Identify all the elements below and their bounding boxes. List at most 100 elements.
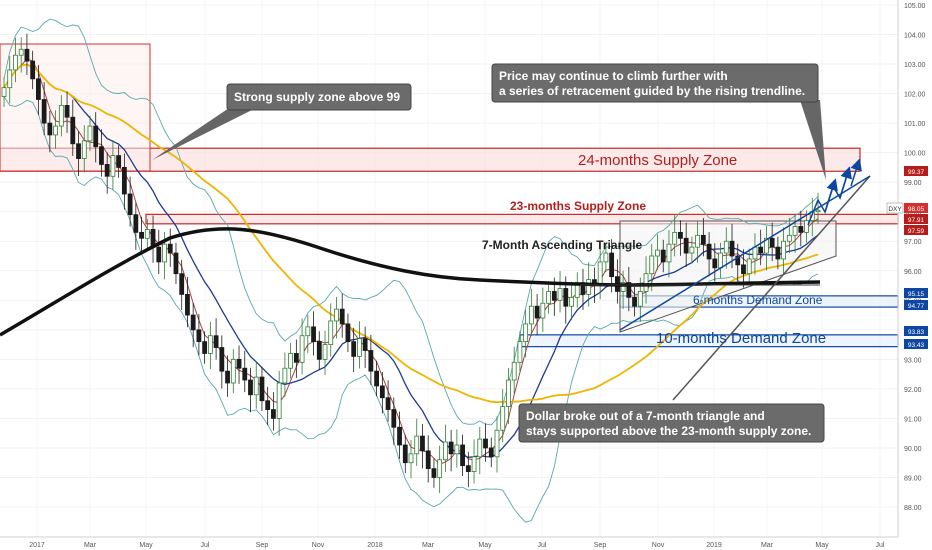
price-badge-label: 93.43: [908, 342, 925, 349]
candle-body: [190, 314, 196, 331]
candle-body: [30, 60, 36, 80]
callout-supply: Strong supply zone above 99: [152, 83, 412, 160]
y-tick-label: 102.00: [904, 92, 926, 99]
price-badge: [904, 214, 928, 224]
candle-body: [718, 252, 723, 269]
band-upper: [3, 18, 819, 426]
candle-body: [116, 155, 122, 168]
price-badge: [904, 203, 928, 213]
x-tick-label: Nov: [652, 542, 665, 549]
candle-body: [368, 350, 374, 372]
zone-label-6m: 6-months Demand Zone: [693, 293, 823, 307]
candle-body: [477, 438, 483, 458]
candle-body: [758, 246, 764, 254]
candle-body: [202, 341, 208, 354]
candle-body: [741, 264, 746, 275]
x-tick-label: Jul: [876, 542, 885, 549]
candle-body: [798, 226, 804, 233]
price-badge: [904, 288, 928, 298]
candle-body: [689, 246, 695, 254]
candle-body: [420, 435, 425, 452]
candle-body: [551, 291, 557, 301]
candle-body: [706, 243, 712, 260]
x-axis-ticks: 2017 Mar May Jul Sep Nov 2018 Mar May Jul Sep Nov 20…: [29, 542, 885, 549]
price-badge: [904, 225, 928, 235]
x-tick-label: May: [815, 542, 829, 549]
candle-body: [379, 385, 385, 399]
price-badge: [904, 326, 928, 336]
candle-body: [230, 358, 236, 384]
price-badge-label: 97.91: [908, 217, 925, 224]
candle-body: [402, 444, 408, 464]
candle-body: [7, 69, 13, 89]
forecast-arrow-2: [839, 166, 852, 199]
candle-body: [58, 105, 64, 127]
candle-body: [47, 122, 53, 136]
candle-body: [792, 226, 798, 236]
candle-body: [185, 293, 190, 316]
candle-body: [1, 87, 7, 97]
zone-label-10m: 10-months Demand Zone: [656, 330, 826, 347]
x-tick-label: 2017: [29, 542, 45, 549]
candle-body: [18, 48, 24, 56]
candle-body: [465, 465, 471, 472]
candle-body: [620, 282, 626, 292]
candle-body: [786, 234, 792, 242]
candle-body: [408, 453, 414, 464]
candle-body: [586, 279, 592, 295]
candle-body: [534, 305, 540, 319]
price-badges: 99.37 DXY 98.05 97.91 97.59 95.15 94.77 93.83 93…: [886, 166, 928, 349]
candle-body: [248, 379, 253, 396]
candle-body: [144, 229, 150, 239]
x-tick-label: May: [139, 542, 153, 549]
candle-body: [815, 209, 821, 213]
candle-body: [35, 78, 41, 100]
candle-body: [540, 302, 546, 319]
candle-body: [804, 220, 809, 233]
x-tick-label: Mar: [422, 542, 435, 549]
x-tick-label: Mar: [84, 542, 97, 549]
candle-body: [311, 326, 316, 343]
candle-body: [276, 382, 282, 419]
triangle-label: 7-Month Ascending Triangle: [482, 238, 643, 252]
x-tick-label: Nov: [312, 542, 325, 549]
y-tick-label: 93.00: [904, 357, 922, 364]
candle-body: [76, 143, 81, 159]
candle-body: [557, 288, 563, 301]
candle-body: [632, 296, 637, 307]
candle-body: [483, 438, 488, 449]
candle-body: [127, 193, 133, 216]
candle-body: [173, 252, 179, 275]
candle-body: [271, 409, 276, 419]
price-badge-label: 99.37: [908, 169, 925, 176]
candle-body: [64, 105, 70, 118]
candle-body: [293, 353, 299, 363]
candle-body: [488, 447, 494, 458]
candle-body: [374, 370, 380, 387]
candle-body: [735, 255, 741, 266]
candle-body: [121, 167, 127, 195]
candle-body: [672, 231, 678, 245]
price-badge-label: DXY: [888, 206, 902, 213]
candle-body: [282, 367, 288, 384]
candle-body: [511, 361, 517, 381]
ma-mid-blue: [3, 63, 819, 458]
candle-body: [425, 450, 431, 470]
x-tick-label: 2019: [706, 542, 722, 549]
candle-body: [357, 338, 362, 357]
candle-body: [678, 231, 683, 239]
candle-body: [385, 397, 391, 410]
candle-body: [569, 296, 574, 307]
candle-body: [712, 258, 718, 269]
historical-supply-box: [0, 43, 151, 172]
candle-body: [133, 214, 139, 233]
candle-body: [431, 468, 437, 478]
candle-body: [683, 237, 689, 254]
price-badge-label: 97.59: [908, 228, 925, 235]
x-tick-label: Sep: [594, 542, 607, 549]
forecast-arrow-1: [824, 178, 838, 213]
x-tick-label: Mar: [761, 542, 774, 549]
y-tick-label: 89.00: [904, 475, 922, 482]
y-tick-label: 105.00: [904, 3, 926, 10]
